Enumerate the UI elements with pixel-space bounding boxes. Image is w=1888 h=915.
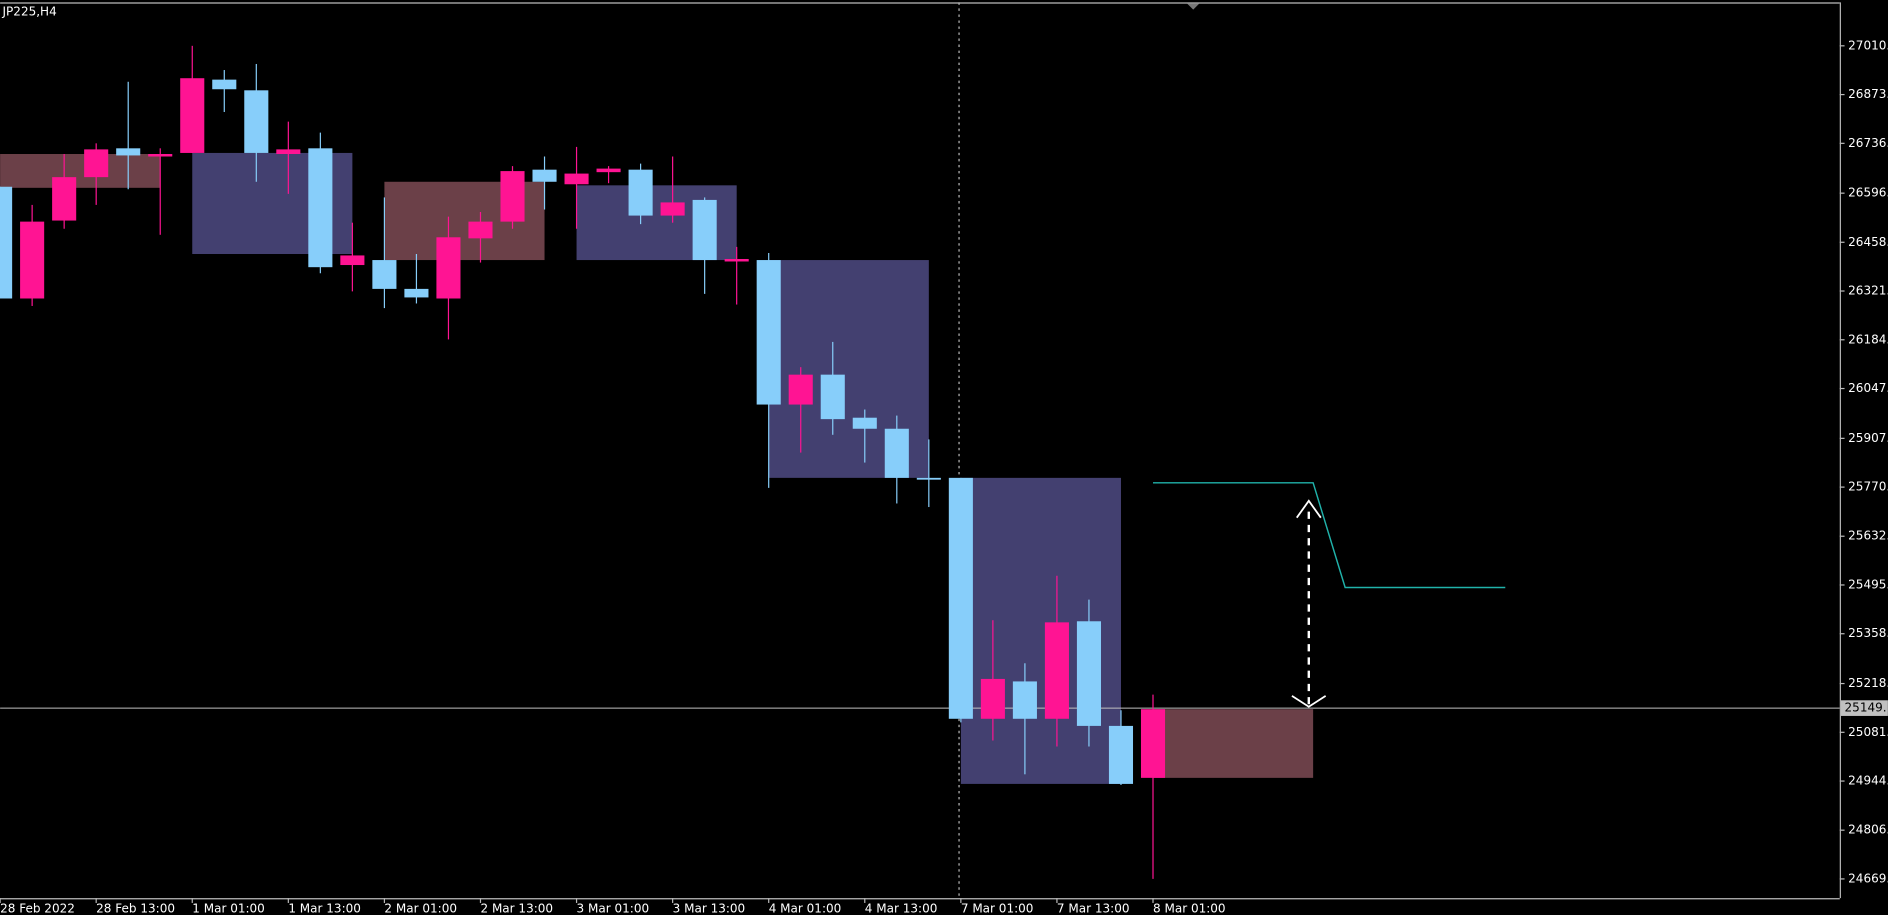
current-price-label: 25149. [1845,701,1887,715]
x-tick-label: 7 Mar 13:00 [1057,901,1130,915]
x-tick-label: 28 Feb 13:00 [96,901,175,915]
candle-body [788,374,813,405]
zone [0,154,161,188]
candle-body [372,260,397,289]
candle-body [916,477,941,480]
y-tick-label: 25770. [1848,480,1888,494]
candle-body [1076,621,1101,726]
candle-body [756,260,781,405]
x-tick-label: 4 Mar 01:00 [769,901,842,915]
y-tick-label: 25495. [1848,577,1888,591]
y-tick-label: 26873. [1848,87,1888,101]
candle-body [84,149,109,178]
candle-body [308,148,333,268]
y-tick-label: 26184. [1848,332,1888,346]
x-tick-label: 2 Mar 13:00 [480,901,553,915]
x-tick-label: 7 Mar 01:00 [961,901,1034,915]
y-tick-label: 26047. [1848,381,1888,395]
y-tick-label: 26596. [1848,186,1888,200]
x-tick-label: 3 Mar 01:00 [577,901,650,915]
y-tick-label: 26321. [1848,284,1888,298]
candle-body [500,171,525,222]
candle-body [404,288,429,298]
projection-line [1153,482,1506,589]
candle-body [20,221,45,299]
y-tick-label: 26736. [1848,136,1888,150]
candle-body [0,186,13,299]
y-tick-label: 25907. [1848,431,1888,445]
x-tick-label: 28 Feb 2022 [0,901,75,915]
candle-body [660,202,685,216]
candle-body [116,148,141,156]
candle-body [852,417,877,429]
candle-body [436,237,461,299]
x-tick-label: 1 Mar 13:00 [288,901,361,915]
candle-body [692,199,717,261]
measure-arrow-heads [1291,499,1327,708]
candle-body [980,678,1005,719]
candle-body [1012,681,1037,719]
x-tick-label: 2 Mar 01:00 [384,901,457,915]
y-tick-label: 27010. [1848,38,1888,52]
candle-body [724,258,749,262]
x-tick-label: 1 Mar 01:00 [192,901,265,915]
y-tick-label: 24669. [1848,871,1888,885]
candle-body [948,477,973,719]
y-tick-label: 25081. [1848,725,1888,739]
shift-marker [1187,3,1200,10]
candle-body [276,149,301,155]
zone [1153,709,1314,778]
candle-body [884,428,909,478]
y-tick-label: 25358. [1848,626,1888,640]
chart-title: JP225,H4 [2,5,57,19]
x-tick-label: 3 Mar 13:00 [673,901,746,915]
y-tick-label: 24806. [1848,823,1888,837]
candle-body [148,154,173,157]
x-tick-label: 4 Mar 13:00 [865,901,938,915]
candle-body [1108,725,1134,784]
candle-body [244,90,269,153]
current-price-box [1840,700,1888,716]
candle-body [820,374,845,420]
candle-body [340,255,365,266]
candle-body [1140,709,1166,778]
candle-body [468,221,493,239]
candle-body [564,173,589,185]
candle-body [52,177,77,221]
y-tick-label: 25632. [1848,529,1888,543]
y-tick-label: 25218. [1848,676,1888,690]
candle-body [532,169,557,182]
y-tick-label: 26458. [1848,235,1888,249]
candle-body [1044,622,1069,719]
candle-body [628,169,653,216]
candle-body [596,168,621,173]
y-tick-label: 24944. [1848,774,1888,788]
candle-body [212,79,237,90]
plot-area [0,45,1840,879]
x-tick-label: 8 Mar 01:00 [1153,901,1226,915]
candle-body [180,78,205,153]
